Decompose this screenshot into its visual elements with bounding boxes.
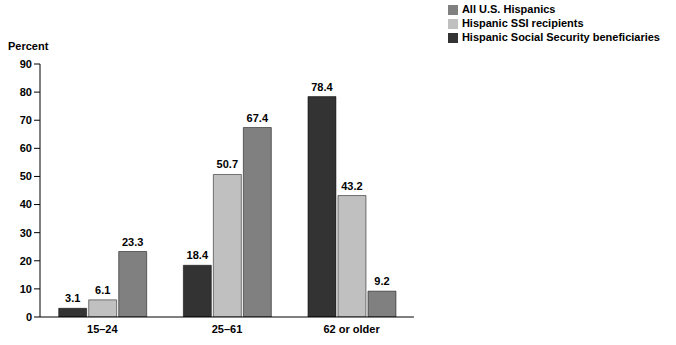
html-text:Hispanic Social Security benef: Hispanic Social Security beneficiaries (461, 31, 660, 43)
svg-text:50: 50 (20, 170, 32, 182)
html-text:All U.S. Hispanics: All U.S. Hispanics (461, 3, 556, 15)
svg-text:90: 90 (20, 58, 32, 70)
html-text:Hispanic SSI recipients: Hispanic SSI recipients (461, 17, 584, 29)
svg-text:23.3: 23.3 (122, 236, 143, 248)
svg-text:6.1: 6.1 (95, 284, 110, 296)
svg-text:40: 40 (20, 198, 32, 210)
svg-text:67.4: 67.4 (247, 112, 269, 124)
svg-text:18.4: 18.4 (187, 249, 209, 261)
svg-text:30: 30 (20, 227, 32, 239)
svg-text:80: 80 (20, 86, 32, 98)
html-text:Percent: Percent (8, 40, 49, 52)
svg-text:62 or older: 62 or older (323, 323, 380, 335)
svg-text:60: 60 (20, 142, 32, 154)
svg-text:25–61: 25–61 (212, 323, 243, 335)
svg-text:78.4: 78.4 (311, 81, 333, 93)
svg-text:10: 10 (20, 283, 32, 295)
svg-text:20: 20 (20, 255, 32, 267)
svg-text:9.2: 9.2 (374, 275, 389, 287)
svg-text:3.1: 3.1 (65, 292, 80, 304)
svg-text:70: 70 (20, 114, 32, 126)
svg-text:0: 0 (26, 311, 32, 323)
svg-text:15–24: 15–24 (87, 323, 118, 335)
svg-text:50.7: 50.7 (217, 158, 238, 170)
svg-text:43.2: 43.2 (341, 180, 362, 192)
